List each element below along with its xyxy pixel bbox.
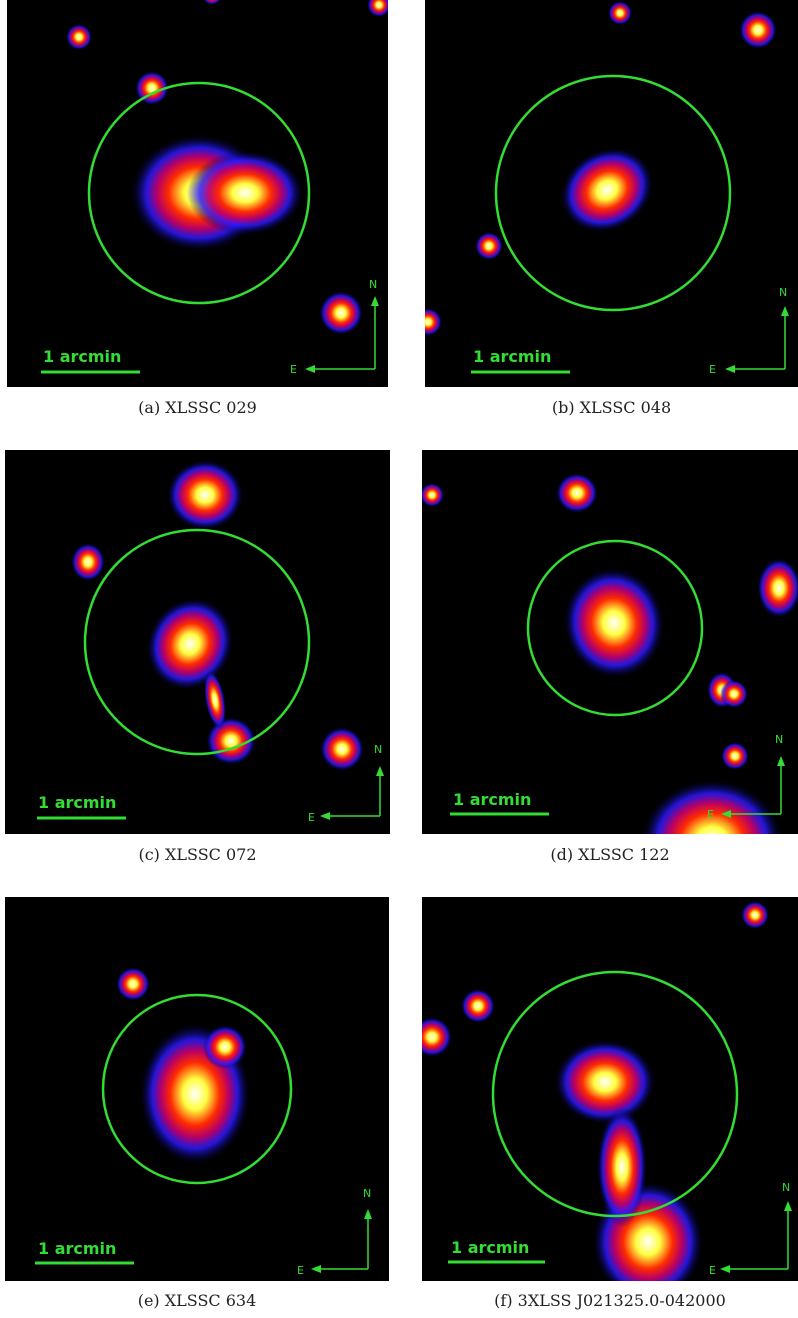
compass-east-label: E: [290, 363, 297, 376]
caption-b: (b) XLSSC 048: [551, 398, 672, 417]
aperture-circle: [101, 993, 293, 1185]
xray-image-c: 1 arcmin N E: [5, 450, 390, 834]
xray-source: [597, 1107, 647, 1227]
compass: [725, 306, 789, 373]
compass-north-label: N: [374, 743, 382, 756]
panel-e: 1 arcmin N E: [5, 897, 389, 1281]
compass: [720, 1201, 792, 1273]
xray-source: [741, 901, 769, 929]
xray-source: [367, 0, 388, 17]
xray-source: [642, 780, 782, 834]
xray-source: [320, 727, 364, 771]
compass: [320, 766, 384, 820]
panel-f: 1 arcmin N E: [422, 897, 798, 1281]
aperture-circle: [526, 539, 704, 717]
panel-d: 1 arcmin N E: [422, 450, 798, 834]
xray-image-d: 1 arcmin N E: [422, 450, 798, 834]
compass: [721, 756, 785, 818]
xray-source: [555, 1040, 655, 1124]
scale-bar-label: 1 arcmin: [473, 347, 551, 366]
xray-source: [167, 460, 243, 530]
compass-north-label: N: [782, 1181, 790, 1194]
xray-image-a: 1 arcmin N E: [7, 0, 388, 387]
compass-north-label: N: [779, 286, 787, 299]
xray-image-b: 1 arcmin N E: [425, 0, 798, 387]
aperture-circle: [87, 81, 311, 305]
xray-source: [475, 232, 503, 260]
xray-source: [560, 147, 654, 233]
compass-north-label: N: [369, 278, 377, 291]
scale-bar-label: 1 arcmin: [38, 793, 116, 812]
panel-a: 1 arcmin N E: [7, 0, 388, 387]
xray-source: [721, 742, 749, 770]
compass-east-label: E: [709, 1264, 716, 1277]
xray-source: [203, 1025, 247, 1069]
scale-bar-label: 1 arcmin: [453, 790, 531, 809]
xray-source: [146, 598, 234, 690]
xray-source: [203, 0, 221, 5]
xray-source: [422, 1017, 452, 1057]
xray-source: [71, 543, 105, 581]
compass: [305, 296, 379, 373]
panel-c: 1 arcmin N E: [5, 450, 390, 834]
aperture-circle: [83, 528, 311, 756]
compass-north-label: N: [363, 1187, 371, 1200]
compass: [311, 1209, 372, 1273]
xray-source: [319, 291, 363, 335]
caption-d: (d) XLSSC 122: [550, 845, 670, 864]
xray-source: [556, 473, 598, 513]
caption-e: (e) XLSSC 634: [137, 1291, 257, 1310]
xray-source: [461, 989, 495, 1023]
caption-f: (f) 3XLSS J021325.0-042000: [494, 1291, 726, 1310]
xray-source: [739, 11, 777, 49]
compass-east-label: E: [308, 811, 315, 824]
xray-source: [203, 670, 227, 730]
panel-b: 1 arcmin N E: [425, 0, 798, 387]
aperture-circle: [494, 74, 732, 312]
compass-east-label: E: [709, 363, 716, 376]
xray-source: [608, 1, 632, 25]
scale-bar-label: 1 arcmin: [38, 1239, 116, 1258]
xray-source: [116, 967, 150, 1001]
compass-east-label: E: [707, 808, 714, 821]
xray-source: [422, 483, 444, 507]
xray-source: [720, 680, 748, 708]
xray-image-f: 1 arcmin N E: [422, 897, 798, 1281]
caption-c: (c) XLSSC 072: [138, 845, 257, 864]
xray-source: [757, 558, 798, 618]
aperture-circle: [491, 970, 739, 1218]
xray-source: [187, 151, 303, 235]
scale-bar-label: 1 arcmin: [451, 1238, 529, 1257]
xray-source: [135, 71, 169, 105]
compass-east-label: E: [297, 1264, 304, 1277]
xray-source: [66, 24, 92, 50]
xray-source: [425, 308, 442, 336]
caption-a: (a) XLSSC 029: [138, 398, 257, 417]
xray-source: [563, 568, 665, 678]
scale-bar-label: 1 arcmin: [43, 347, 121, 366]
xray-image-e: 1 arcmin N E: [5, 897, 389, 1281]
compass-north-label: N: [775, 733, 783, 746]
